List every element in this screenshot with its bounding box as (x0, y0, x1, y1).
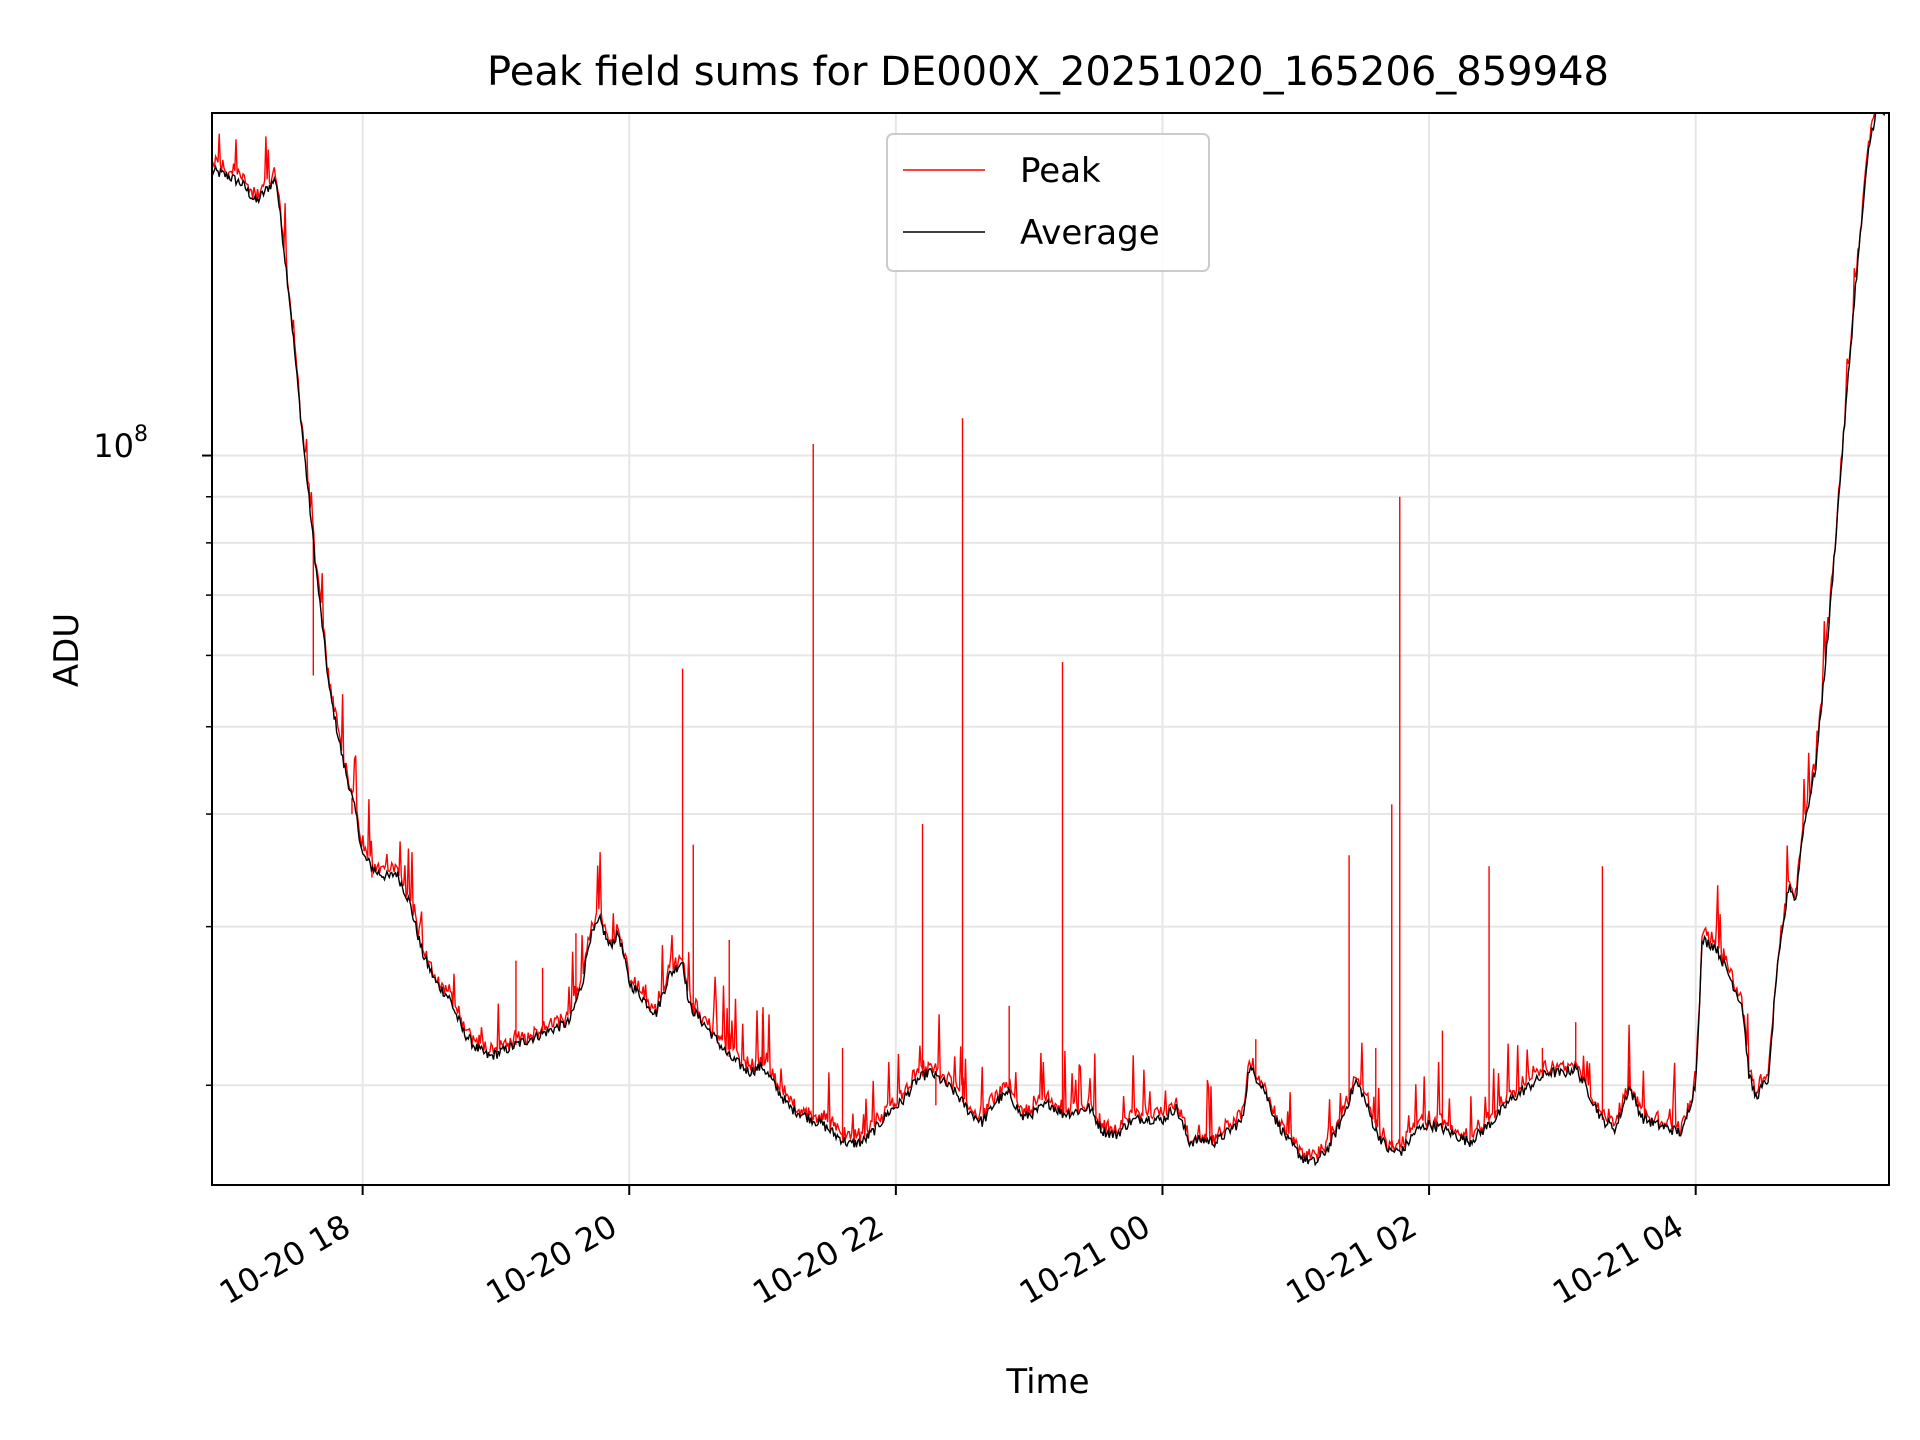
chart-title: Peak field sums for DE000X_20251020_1652… (487, 49, 1609, 95)
grid (212, 113, 1889, 1185)
average-series-line (212, 113, 1886, 1167)
series-layer (212, 113, 1886, 1167)
legend: Peak Average (886, 133, 1210, 272)
legend-box (886, 133, 1210, 272)
plot-area (212, 113, 1889, 1185)
y-tick-exponent: 8 (134, 422, 148, 447)
peak-series-line (212, 113, 1876, 1162)
x-axis-label: Time (1005, 1362, 1089, 1402)
y-tick-label-1e8: 108 (93, 422, 148, 465)
y-tick-base: 10 (93, 427, 134, 465)
series-clip-group (212, 113, 1886, 1167)
axes-frame (211, 112, 1890, 1186)
y-axis-label: ADU (47, 613, 87, 687)
legend-average-label: Average (1020, 213, 1160, 253)
legend-peak-label: Peak (1020, 151, 1101, 191)
